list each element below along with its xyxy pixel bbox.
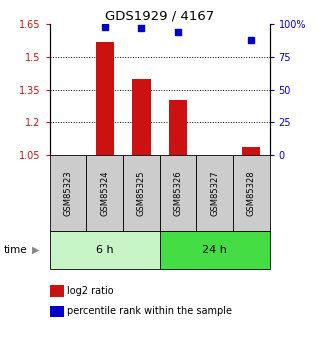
Bar [132,79,151,155]
Text: ▶: ▶ [32,245,39,255]
Text: GSM85323: GSM85323 [64,170,73,216]
Bar [196,155,233,231]
Point [249,37,254,43]
Text: GSM85327: GSM85327 [210,170,219,216]
Bar [86,155,123,231]
Text: percentile rank within the sample: percentile rank within the sample [67,306,232,316]
Point [139,25,144,31]
Bar [169,99,187,155]
Bar [160,155,196,231]
Bar [123,155,160,231]
Title: GDS1929 / 4167: GDS1929 / 4167 [105,10,214,23]
Bar [96,42,114,155]
Text: GSM85326: GSM85326 [174,170,183,216]
Bar [242,147,260,155]
Text: 6 h: 6 h [96,245,114,255]
Bar [50,155,86,231]
Text: GSM85328: GSM85328 [247,170,256,216]
Bar [233,155,270,231]
Point [176,29,181,35]
Text: log2 ratio: log2 ratio [67,286,114,296]
Text: GSM85324: GSM85324 [100,170,109,216]
Text: 24 h: 24 h [202,245,227,255]
Text: time: time [3,245,27,255]
Bar [50,231,160,269]
Text: GSM85325: GSM85325 [137,170,146,216]
Point [102,24,107,30]
Bar [160,231,270,269]
